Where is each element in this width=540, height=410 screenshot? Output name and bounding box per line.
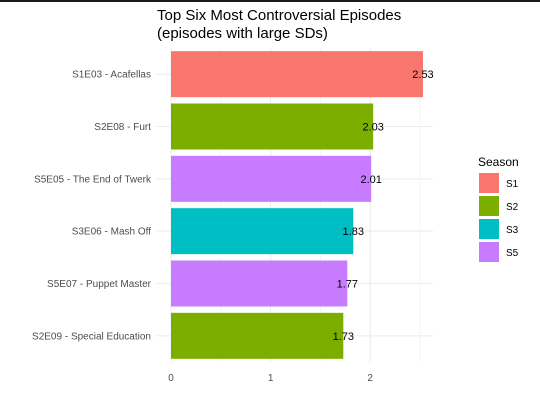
legend: Season S1 S2 S3 S5 bbox=[478, 155, 519, 262]
top-border-line bbox=[0, 0, 540, 2]
legend-key bbox=[479, 242, 499, 262]
x-tick-label: 2 bbox=[367, 373, 373, 384]
bar-value-label: 2.53 bbox=[412, 69, 433, 81]
category-label: S2E08 - Furt bbox=[94, 122, 151, 133]
bar bbox=[171, 208, 354, 255]
bars: 2.53 2.03 2.01 1.83 1.77 1.73 bbox=[171, 51, 434, 359]
bar bbox=[171, 155, 372, 202]
x-tick-label: 0 bbox=[168, 373, 174, 384]
legend-title: Season bbox=[478, 155, 519, 169]
legend-label: S1 bbox=[506, 179, 519, 190]
legend-key bbox=[479, 219, 499, 239]
legend-label: S5 bbox=[506, 248, 519, 259]
legend-label: S3 bbox=[506, 225, 519, 236]
bar-value-label: 1.73 bbox=[333, 331, 354, 343]
bar-value-label: 1.83 bbox=[343, 226, 364, 238]
legend-key bbox=[479, 196, 499, 216]
category-label: S1E03 - Acafellas bbox=[72, 70, 151, 81]
category-label: S2E09 - Special Education bbox=[32, 331, 151, 342]
category-label: S5E05 - The End of Twerk bbox=[34, 174, 152, 185]
x-tick-label: 1 bbox=[268, 373, 274, 384]
category-label: S5E07 - Puppet Master bbox=[47, 279, 152, 290]
category-label: S3E06 - Mash Off bbox=[72, 227, 152, 238]
bar bbox=[171, 103, 374, 150]
x-axis-ticks: 0 1 2 bbox=[168, 373, 373, 384]
legend-key bbox=[479, 173, 499, 193]
legend-label: S2 bbox=[506, 202, 519, 213]
y-axis-labels: S1E03 - Acafellas S2E08 - Furt S5E05 - The… bbox=[32, 70, 152, 343]
bar bbox=[171, 312, 344, 359]
chart-title-line1: Top Six Most Controversial Episodes bbox=[157, 7, 401, 24]
chart-title-line2: (episodes with large SDs) bbox=[157, 25, 328, 42]
bar-value-label: 1.77 bbox=[337, 279, 358, 291]
bar-value-label: 2.01 bbox=[360, 174, 381, 186]
bar bbox=[171, 51, 423, 98]
bar-value-label: 2.03 bbox=[362, 122, 383, 134]
bar bbox=[171, 260, 348, 307]
